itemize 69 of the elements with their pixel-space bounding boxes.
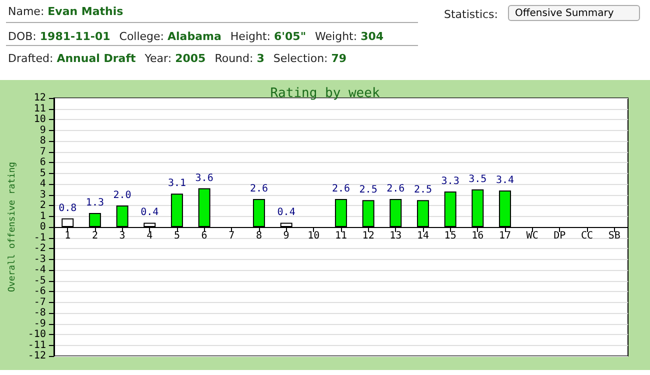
x-tick-label: CC <box>580 230 594 242</box>
x-tick-label: 15 <box>444 230 456 242</box>
text: College: Alabama <box>119 30 222 43</box>
text: Selection: 79 <box>273 52 347 65</box>
data-label: 2.0 <box>113 190 132 201</box>
text: Drafted: Annual Draft <box>8 52 136 65</box>
x-tick-label: 11 <box>334 230 348 242</box>
y-axis-title: Overall offensive rating <box>8 162 18 292</box>
data-label: 3.6 <box>195 172 214 184</box>
x-tick-label: 14 <box>416 230 430 242</box>
text: Round: 3 <box>214 52 264 65</box>
y-tick-label: 1 <box>40 210 46 222</box>
y-tick-label: 11 <box>34 103 46 114</box>
y-tick-label: -1 <box>34 232 46 244</box>
y-tick-label: 5 <box>40 168 46 179</box>
x-tick-label: 12 <box>362 230 374 242</box>
y-tick-label: 2 <box>40 200 46 211</box>
x-tick-label: 4 <box>146 230 153 242</box>
y-tick-label: -4 <box>34 264 46 276</box>
y-tick-label: -10 <box>28 329 46 340</box>
x-tick-label: 5 <box>174 230 180 242</box>
text: Height: 6'05" <box>230 30 306 43</box>
data-label: 3.1 <box>168 178 186 190</box>
data-label: 0.4 <box>140 207 159 218</box>
y-tick-label: -3 <box>34 254 46 265</box>
y-tick-label: 7 <box>40 146 46 158</box>
data-label: 1.3 <box>86 198 104 209</box>
y-tick-label: 6 <box>40 157 46 168</box>
y-tick-label: -11 <box>28 340 46 351</box>
y-tick-label: 10 <box>34 114 46 125</box>
y-tick-label: 9 <box>40 124 46 136</box>
y-tick-label: 8 <box>40 136 46 146</box>
x-tick-label: 13 <box>390 230 402 242</box>
text: Statistics: <box>444 8 498 21</box>
y-tick-label: -6 <box>34 286 46 297</box>
x-tick-label: SB <box>608 230 620 242</box>
data-label: 3.4 <box>496 174 514 186</box>
text: Name: Evan Mathis <box>8 5 124 18</box>
y-tick-label: 3 <box>40 189 46 200</box>
data-label: 2.5 <box>414 184 432 196</box>
text: DOB: 1981-11-01 <box>8 30 110 43</box>
chart-title: Rating by week <box>270 86 380 101</box>
data-label: 2.6 <box>386 184 405 195</box>
data-label: 3.5 <box>468 174 487 185</box>
x-tick-label: 17 <box>498 230 512 242</box>
text: Weight: 304 <box>315 30 384 43</box>
data-label: 2.6 <box>332 184 350 195</box>
data-label: 2.5 <box>359 184 378 196</box>
y-tick-label: -12 <box>28 350 46 362</box>
x-tick-label: DP <box>554 230 566 242</box>
y-tick-label: -9 <box>34 318 46 330</box>
x-tick-label: WC <box>526 230 538 242</box>
dropdown-field: Offensive Summary <box>508 5 640 21</box>
y-tick-label: -5 <box>34 275 46 286</box>
data-label: 0.4 <box>277 207 296 218</box>
x-tick-label: 10 <box>308 230 320 242</box>
y-tick-label: 0 <box>40 222 46 232</box>
x-tick-label: 16 <box>472 230 484 242</box>
y-tick-label: -7 <box>34 296 46 308</box>
data-label: 0.8 <box>58 202 77 214</box>
y-tick-label: -2 <box>34 243 46 254</box>
x-tick-label: 9 <box>283 230 290 242</box>
text: Year: 2005 <box>144 52 206 65</box>
y-tick-label: 4 <box>40 178 46 190</box>
x-tick-label: 1 <box>64 230 71 242</box>
data-label: 3.3 <box>441 176 460 188</box>
y-tick-label: 12 <box>34 92 46 104</box>
y-tick-label: -8 <box>34 308 46 318</box>
data-label: 2.6 <box>250 184 268 195</box>
